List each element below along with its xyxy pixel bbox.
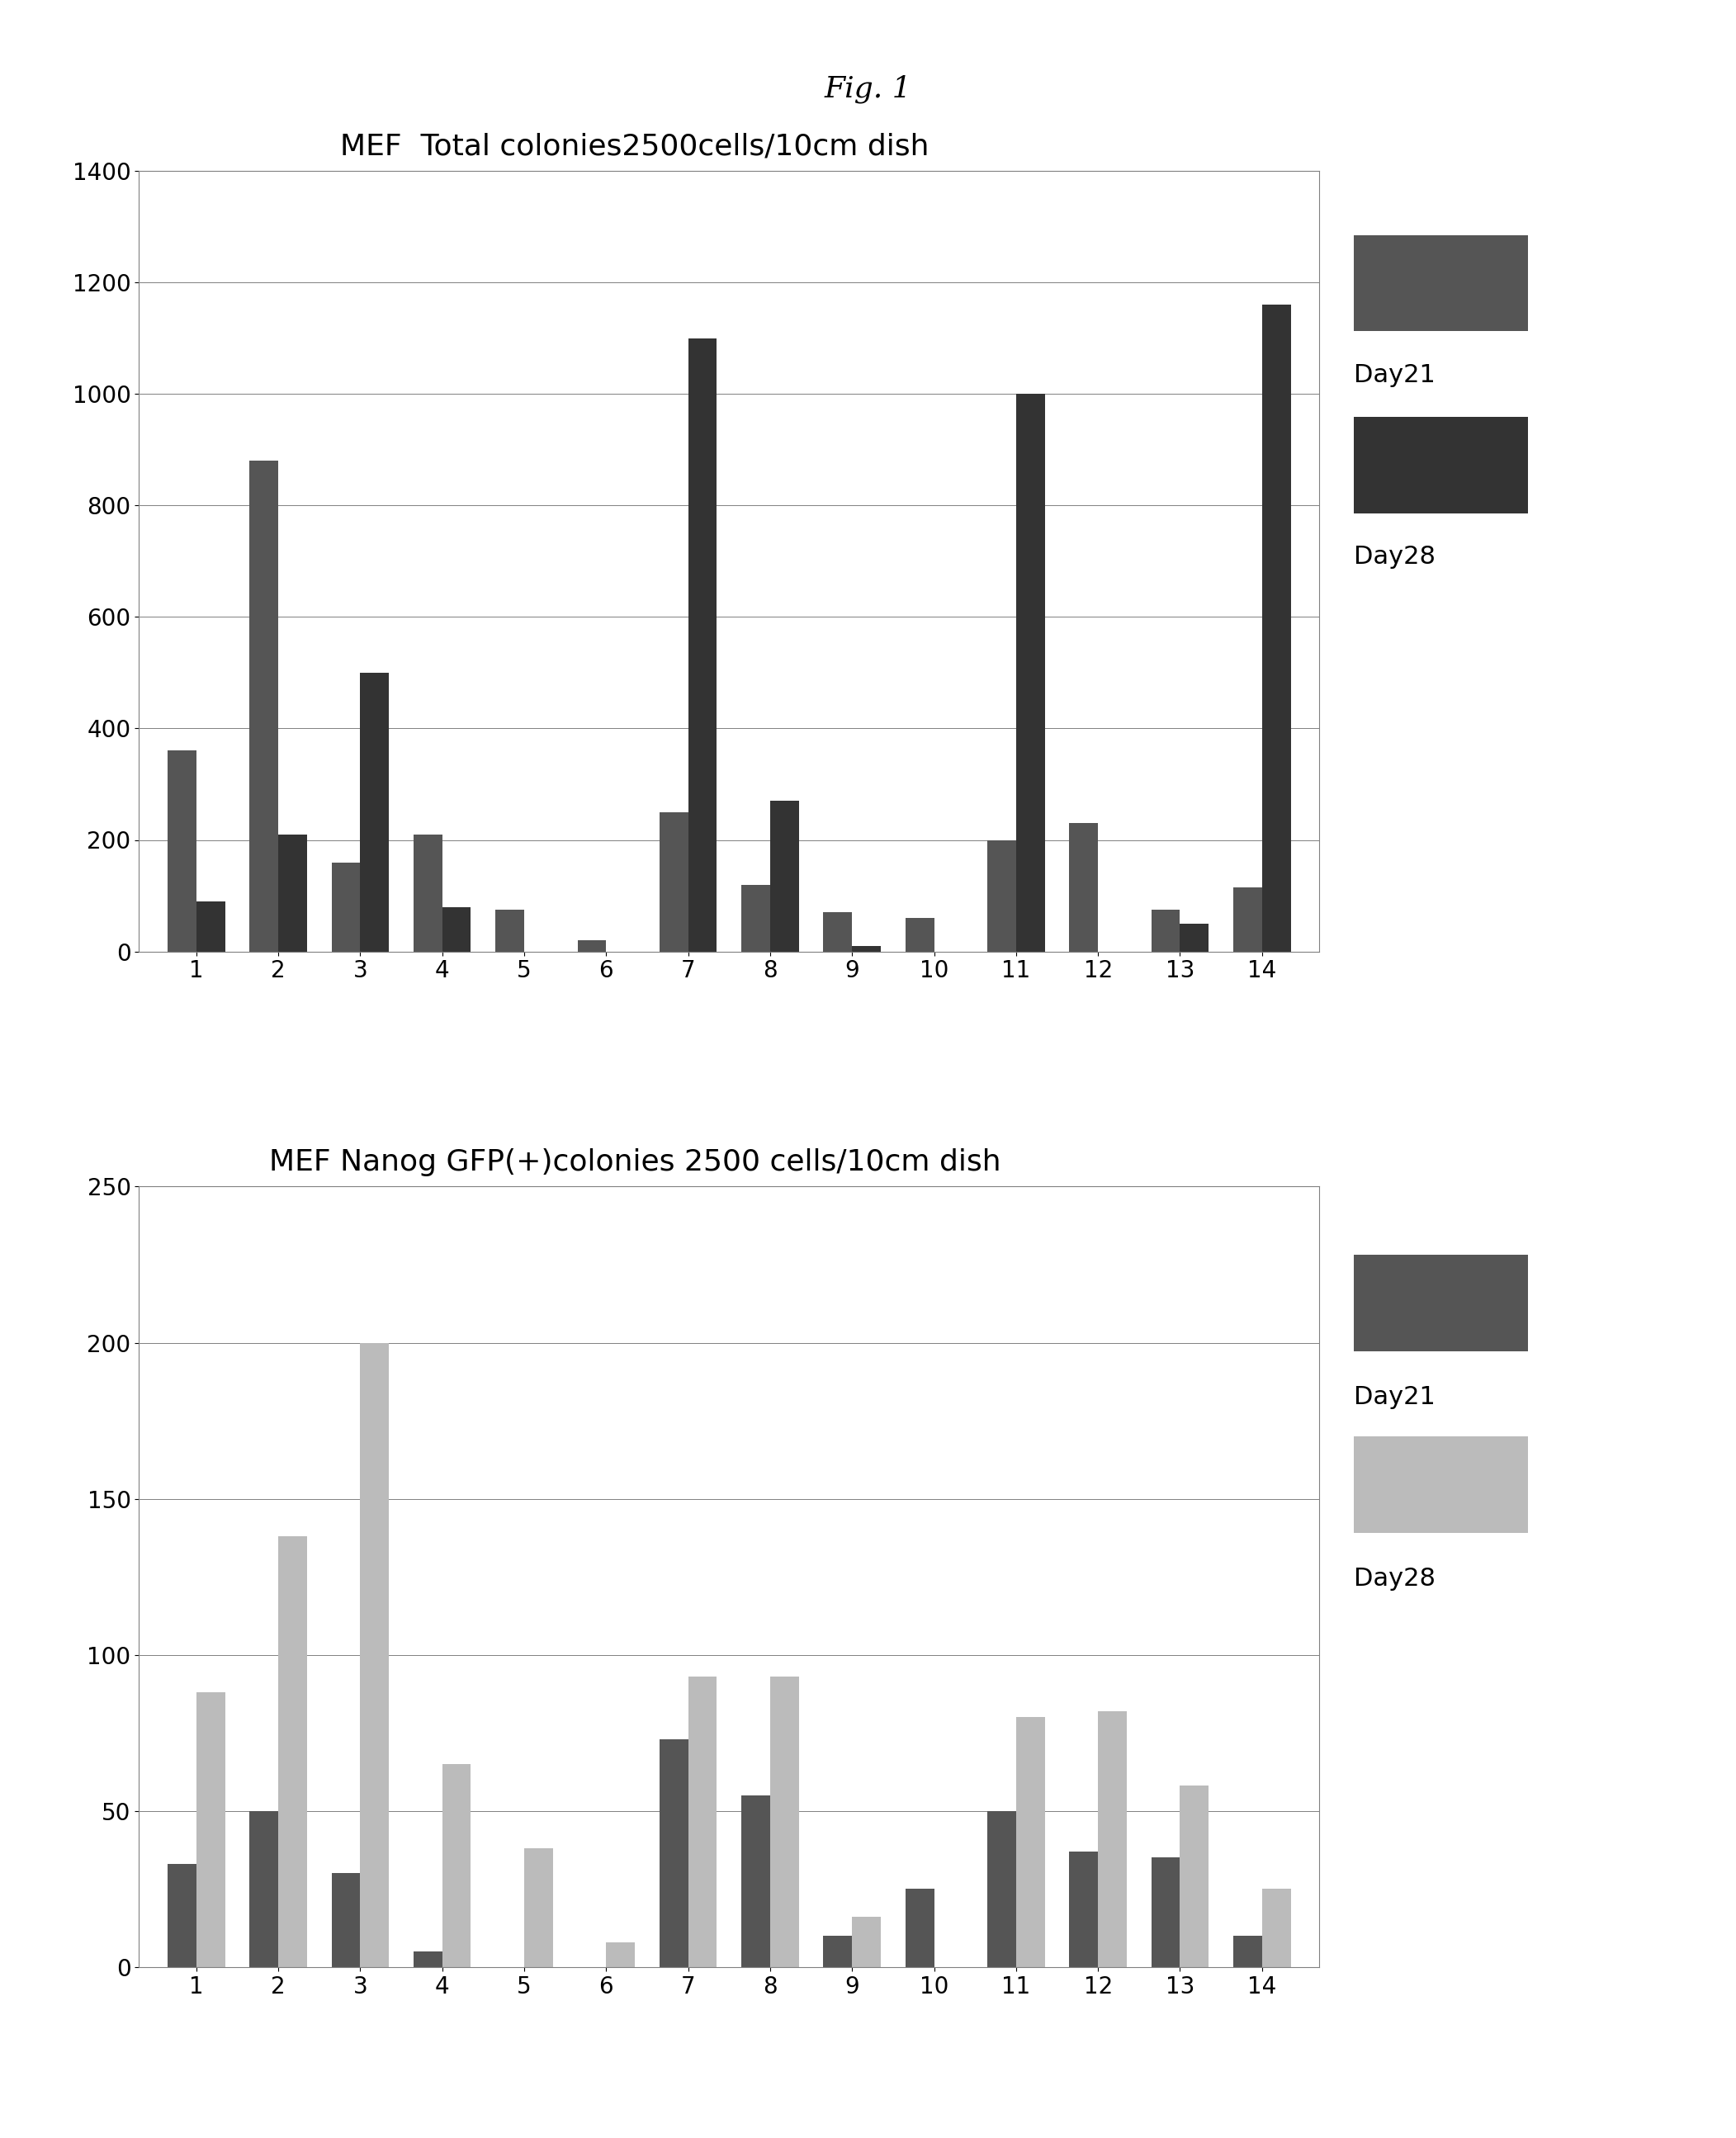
Bar: [495, 909, 524, 951]
Bar: [1151, 1858, 1180, 1967]
Bar: [1069, 1852, 1099, 1967]
Bar: [278, 834, 307, 951]
Bar: [741, 1796, 771, 1967]
Bar: [1262, 1890, 1290, 1967]
Bar: [823, 913, 852, 951]
Bar: [278, 1537, 307, 1967]
Bar: [1233, 887, 1262, 951]
Bar: [660, 1738, 687, 1967]
Bar: [168, 750, 196, 951]
Bar: [250, 1811, 278, 1967]
Bar: [1069, 823, 1099, 951]
Bar: [1151, 909, 1180, 951]
Bar: [413, 834, 443, 951]
Text: Day21: Day21: [1354, 1385, 1436, 1409]
Bar: [1180, 924, 1208, 951]
Bar: [741, 885, 771, 951]
Bar: [578, 941, 606, 951]
Bar: [1180, 1785, 1208, 1967]
Bar: [332, 862, 361, 951]
Bar: [823, 1935, 852, 1967]
Bar: [1099, 1710, 1127, 1967]
Bar: [988, 840, 1016, 951]
Bar: [852, 945, 880, 951]
Bar: [906, 917, 934, 951]
Bar: [660, 812, 687, 951]
Bar: [443, 1764, 470, 1967]
Text: Day21: Day21: [1354, 363, 1436, 387]
Text: Day28: Day28: [1354, 1567, 1436, 1591]
Bar: [687, 338, 717, 951]
Bar: [361, 673, 389, 951]
Text: Day28: Day28: [1354, 545, 1436, 569]
Bar: [852, 1918, 880, 1967]
Bar: [524, 1849, 552, 1967]
Bar: [196, 1693, 226, 1967]
Bar: [771, 1676, 799, 1967]
Bar: [250, 462, 278, 951]
Bar: [443, 907, 470, 951]
Bar: [332, 1873, 361, 1967]
Bar: [687, 1676, 717, 1967]
Bar: [1262, 306, 1290, 951]
Bar: [988, 1811, 1016, 1967]
Bar: [771, 802, 799, 951]
Text: Fig. 1: Fig. 1: [825, 75, 911, 103]
Bar: [1016, 393, 1045, 951]
Bar: [413, 1952, 443, 1967]
Bar: [1233, 1935, 1262, 1967]
Bar: [906, 1890, 934, 1967]
Title: MEF Nanog GFP(+)colonies 2500 cells/10cm dish: MEF Nanog GFP(+)colonies 2500 cells/10cm…: [269, 1148, 1000, 1176]
Bar: [606, 1941, 635, 1967]
Bar: [196, 902, 226, 951]
Bar: [168, 1864, 196, 1967]
Bar: [361, 1343, 389, 1967]
Title: MEF  Total colonies2500cells/10cm dish: MEF Total colonies2500cells/10cm dish: [340, 133, 929, 160]
Bar: [1016, 1717, 1045, 1967]
